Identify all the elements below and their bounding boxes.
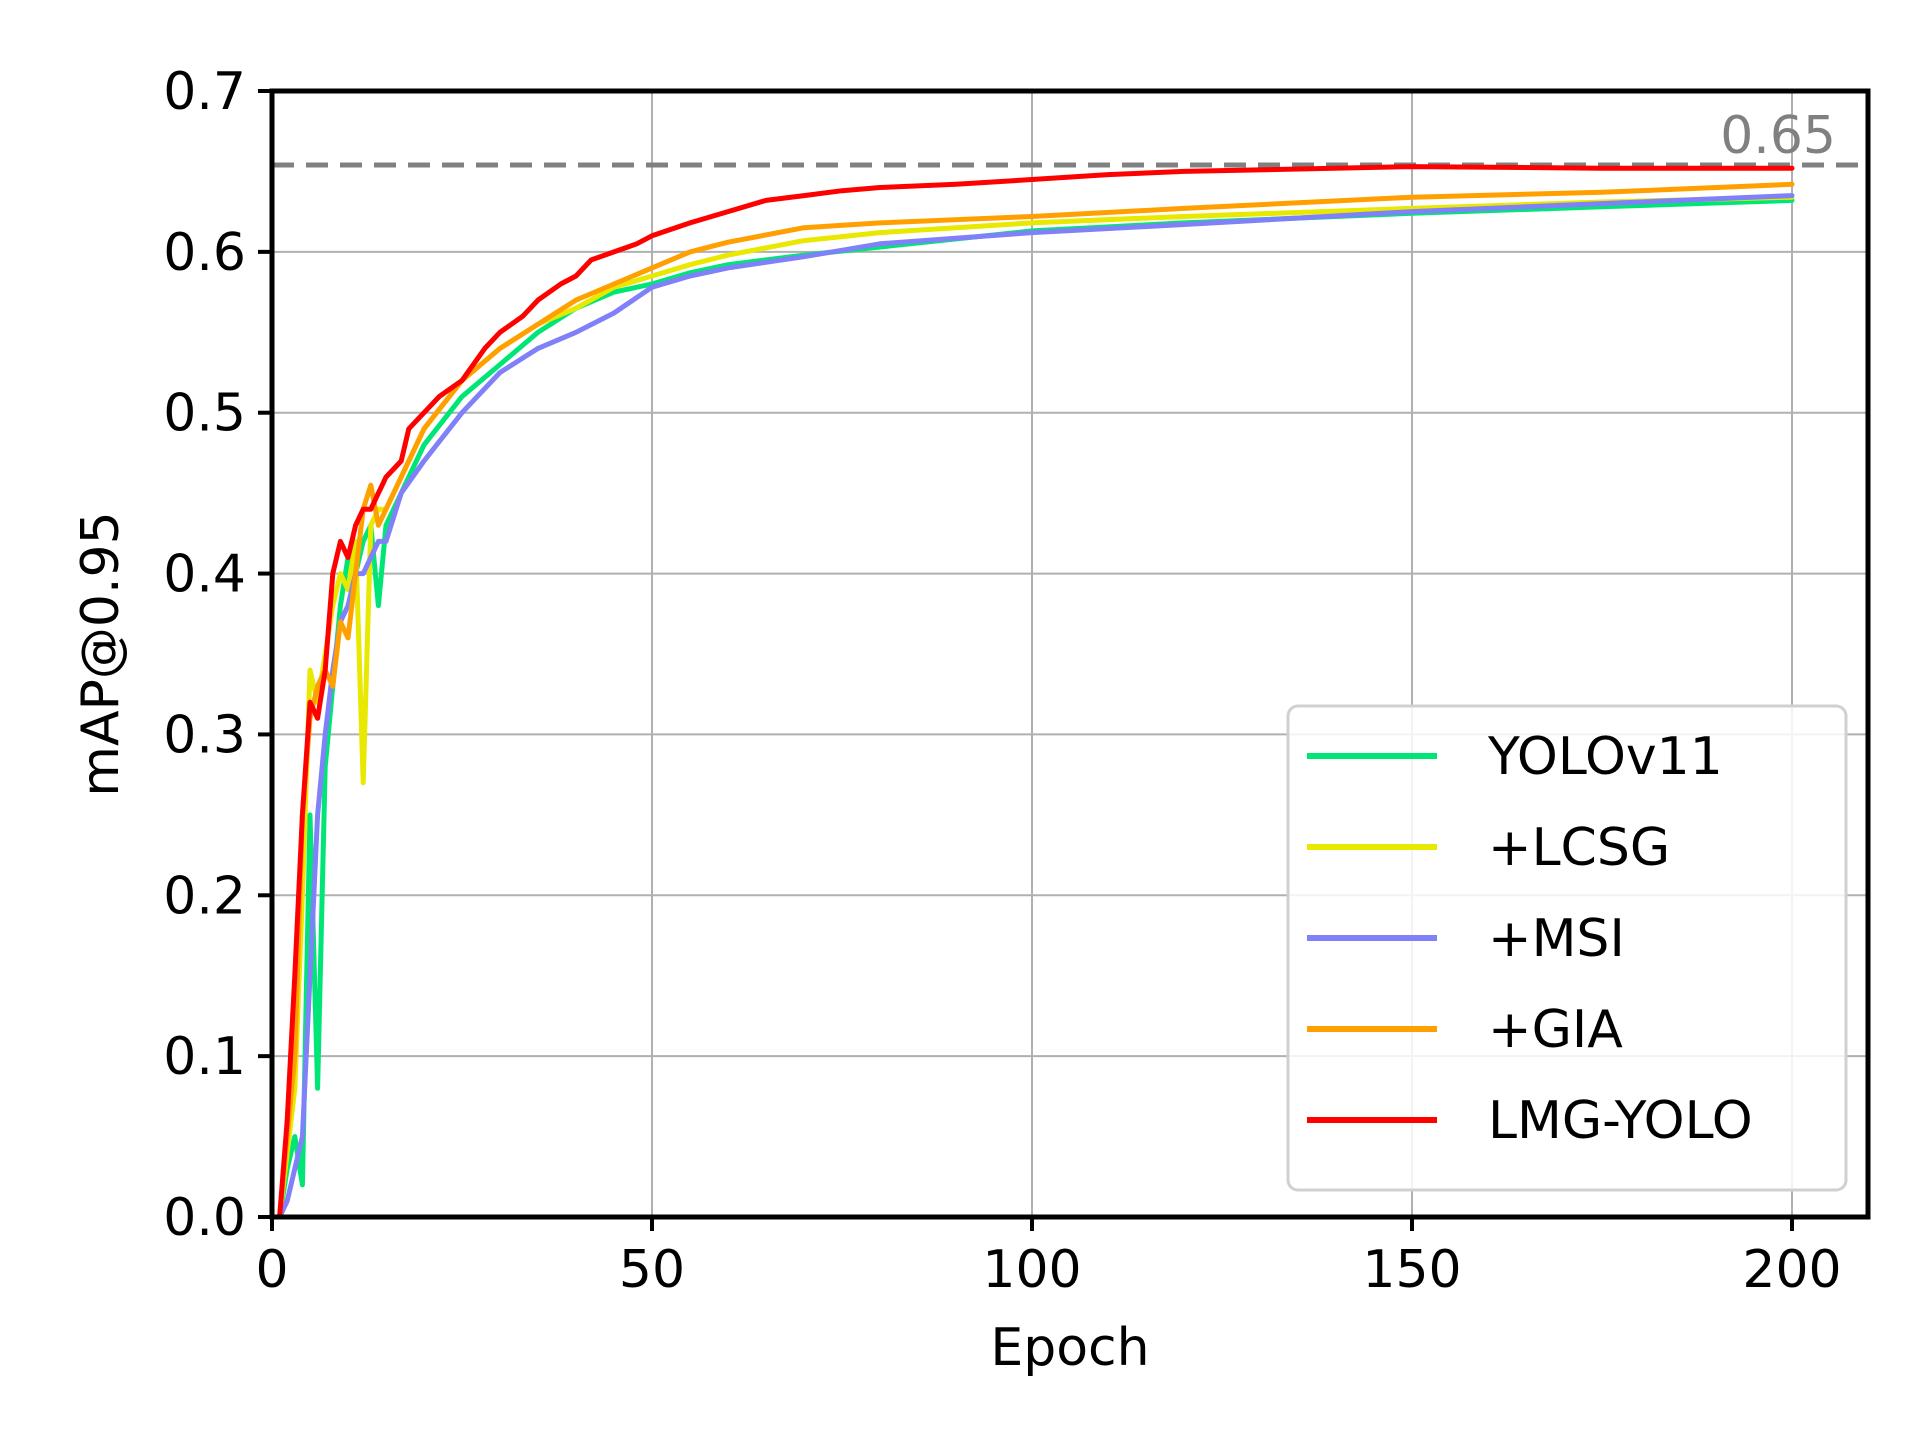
y-tick-label: 0.6 <box>163 223 246 283</box>
reference-line-label: 0.65 <box>1720 106 1836 166</box>
x-axis-title: Epoch <box>990 1318 1149 1378</box>
plot-frame <box>269 88 1871 1220</box>
x-tick-label: 200 <box>1742 1240 1841 1300</box>
x-tick-label: 150 <box>1362 1240 1461 1300</box>
legend-box <box>1286 704 1848 1192</box>
y-tick-label: 0.1 <box>163 1027 246 1087</box>
y-axis-title: mAP@0.95 <box>71 511 131 796</box>
reference-line-group: 0.65 <box>272 106 1868 168</box>
legend-label: LMG-YOLO <box>1488 1091 1753 1151</box>
legend-label: +GIA <box>1488 1000 1623 1060</box>
y-tick-label: 0.2 <box>163 866 246 926</box>
series-line-lmg-yolo <box>277 164 1795 1220</box>
x-tick-label: 100 <box>982 1240 1081 1300</box>
series-group <box>277 164 1795 1220</box>
x-tick-label: 0 <box>255 1240 288 1300</box>
legend-label: +MSI <box>1488 909 1625 969</box>
y-tick-label: 0.3 <box>163 705 246 765</box>
series-line-msi <box>277 193 1795 1220</box>
legend-label: +LCSG <box>1488 818 1670 878</box>
legend: YOLOv11 +LCSG +MSI +GIA LMG-YOLO <box>1286 704 1848 1192</box>
legend-label: YOLOv11 <box>1487 727 1723 787</box>
y-tick-label: 0.5 <box>163 384 246 444</box>
y-tick-label: 0.7 <box>163 62 246 122</box>
x-tick-label: 50 <box>619 1240 685 1300</box>
axis-ticks: 0 50 100 150 200 0.0 0.1 0.2 0.3 0.4 0.5 0.6 0.7 <box>163 62 1841 1300</box>
y-tick-label: 0.4 <box>163 545 246 605</box>
series-line-gia <box>277 181 1795 1220</box>
grid-lines <box>271 90 1868 1218</box>
y-tick-label: 0.0 <box>163 1188 246 1248</box>
